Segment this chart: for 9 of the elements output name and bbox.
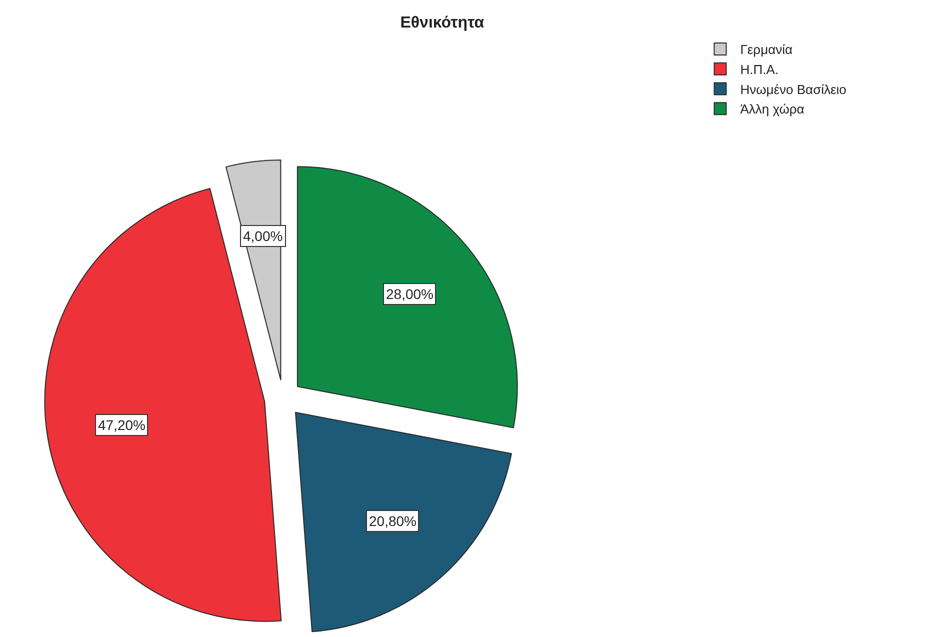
data-label: 4,00%: [243, 228, 283, 244]
data-label: 47,20%: [98, 417, 146, 433]
legend-label: Η.Π.Α.: [740, 62, 779, 77]
chart-title: Εθνικότητα: [400, 14, 484, 32]
data-label: 20,80%: [369, 513, 416, 529]
legend-label: Άλλη χώρα: [740, 102, 805, 117]
legend-label: Γερμανία: [740, 42, 793, 58]
legend-label: Ηνωμένο Βασίλειο: [740, 82, 846, 97]
data-label: 28,00%: [386, 286, 434, 302]
